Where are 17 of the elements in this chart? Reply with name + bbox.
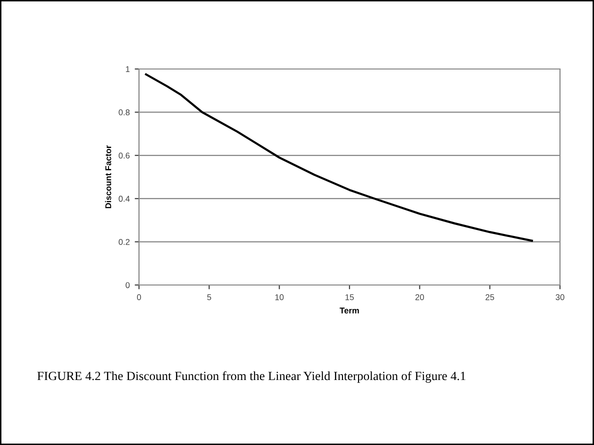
x-tick-label: 0 [137,294,141,300]
y-tick-label: 0.8 [118,109,130,116]
x-tick-label: 10 [275,294,284,300]
x-axis-title: Term [340,308,359,314]
x-tick-label: 20 [415,294,424,300]
x-tick-label: 15 [346,294,354,300]
y-tick-label: 0 [126,282,130,288]
y-tick-label: 1 [126,66,130,72]
y-tick-label: 0.6 [118,152,130,158]
x-tick-label: 5 [207,294,212,300]
x-tick-label: 25 [486,294,494,300]
x-tick-label: 30 [556,294,564,300]
y-axis-title: Discount Factor [105,145,112,208]
line-series [144,73,533,242]
caption: FIGURE 4.2 The Discount Function from the Linear Yield Interpolation of Figure 4.1 [37,371,466,383]
y-tick-label: 0.4 [118,196,130,202]
y-tick-label: 0.2 [118,239,130,245]
